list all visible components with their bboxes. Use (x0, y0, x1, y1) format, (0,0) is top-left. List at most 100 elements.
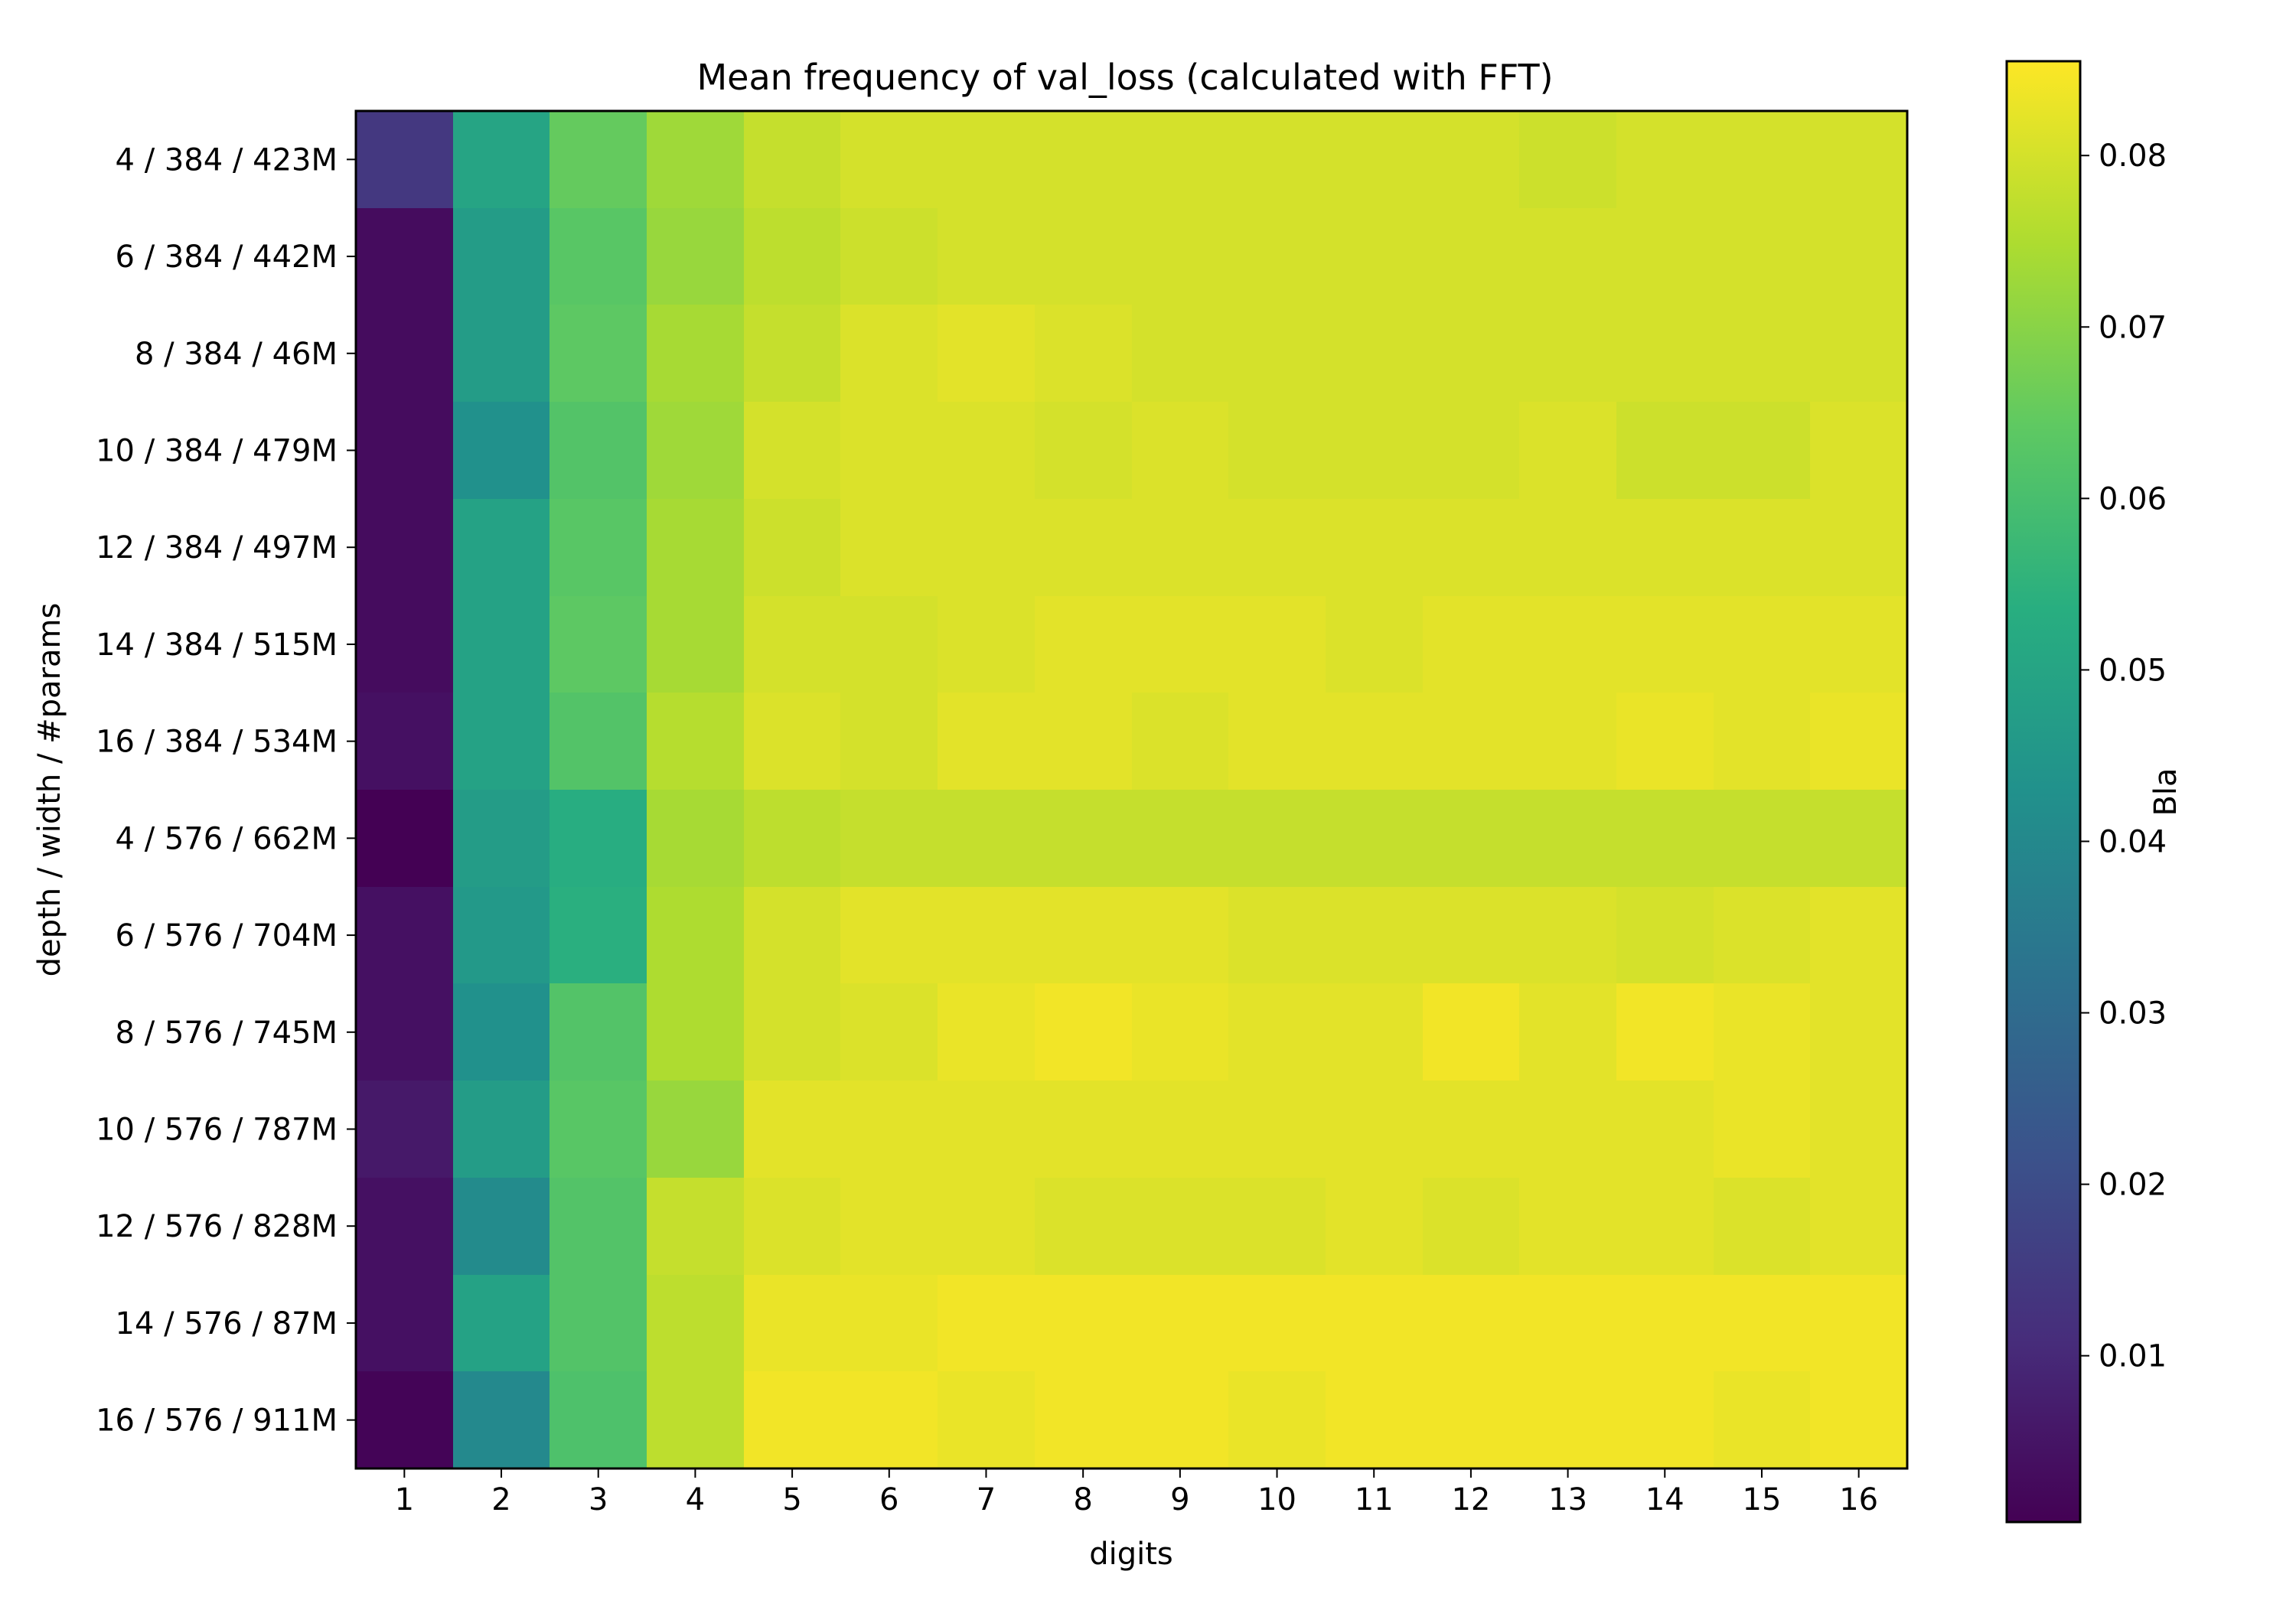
heatmap-cell (356, 1081, 454, 1178)
heatmap-cell (1035, 983, 1133, 1081)
x-tick-label: 3 (589, 1482, 608, 1517)
colorbar-tick-label: 0.08 (2099, 139, 2167, 174)
x-tick-label: 6 (879, 1482, 899, 1517)
heatmap-cell (356, 887, 454, 984)
heatmap-cell (356, 208, 454, 305)
heatmap-cell (744, 402, 841, 500)
heatmap-cell (744, 790, 841, 888)
heatmap-cell (840, 208, 938, 305)
colorbar (2007, 61, 2080, 1522)
heatmap-cell (1035, 596, 1133, 693)
heatmap-cell (1423, 402, 1520, 500)
heatmap-cell (1810, 499, 1908, 597)
heatmap-cell (1228, 402, 1326, 500)
colorbar-tick-label: 0.07 (2099, 310, 2167, 345)
heatmap-cell (647, 887, 745, 984)
heatmap-cell (1326, 1178, 1424, 1276)
heatmap-cell (938, 983, 1035, 1081)
heatmap-cell (453, 693, 550, 790)
heatmap-cell (1519, 693, 1617, 790)
heatmap-cell (1326, 305, 1424, 403)
heatmap-cell (744, 1371, 841, 1469)
heatmap-cell (356, 1178, 454, 1276)
heatmap-cell (1616, 402, 1714, 500)
heatmap-cell (1519, 1178, 1617, 1276)
heatmap-cell (1616, 887, 1714, 984)
heatmap-cell (1423, 887, 1520, 984)
heatmap-cell (550, 790, 647, 888)
heatmap-cell (938, 208, 1035, 305)
heatmap-cell (1035, 693, 1133, 790)
x-tick-label: 2 (491, 1482, 510, 1517)
heatmap-cell (647, 402, 745, 500)
y-tick-label: 16 / 576 / 911M (96, 1403, 338, 1439)
heatmap-cell (840, 1081, 938, 1178)
heatmap-cell (1810, 1275, 1908, 1372)
heatmap-cell (550, 887, 647, 984)
heatmap-cell (647, 693, 745, 790)
heatmap-cell (1326, 111, 1424, 209)
heatmap-cell (1228, 305, 1326, 403)
heatmap-cell (938, 1178, 1035, 1276)
heatmap-cell (647, 499, 745, 597)
heatmap-cell (1519, 887, 1617, 984)
heatmap-cell (1035, 305, 1133, 403)
heatmap-cell (1326, 596, 1424, 693)
heatmap-cell (1423, 1275, 1520, 1372)
x-tick-label: 10 (1257, 1482, 1296, 1517)
heatmap-cell (647, 1275, 745, 1372)
heatmap-cell (647, 305, 745, 403)
heatmap-cell (1423, 208, 1520, 305)
heatmap-cell (1228, 887, 1326, 984)
heatmap-cell (938, 790, 1035, 888)
colorbar-tick-label: 0.02 (2099, 1168, 2167, 1203)
heatmap-cell (1228, 790, 1326, 888)
x-tick-label: 8 (1073, 1482, 1092, 1517)
heatmap-cell (744, 887, 841, 984)
heatmap-cell (1423, 305, 1520, 403)
heatmap-cell (453, 305, 550, 403)
heatmap-cell (1132, 1178, 1229, 1276)
heatmap-cell (1616, 1081, 1714, 1178)
heatmap-cell (1035, 499, 1133, 597)
heatmap-cell (1035, 790, 1133, 888)
colorbar-tick-label: 0.05 (2099, 653, 2167, 688)
heatmap-cell (1035, 1081, 1133, 1178)
heatmap-cell (1810, 402, 1908, 500)
heatmap-cell (938, 1081, 1035, 1178)
heatmap-cell (1810, 1178, 1908, 1276)
heatmap-cell (1519, 1371, 1617, 1469)
y-tick-label: 10 / 384 / 479M (96, 434, 338, 469)
heatmap-cells (356, 111, 1908, 1469)
x-tick-label: 14 (1645, 1482, 1684, 1517)
heatmap-cell (1326, 790, 1424, 888)
heatmap-cell (1810, 111, 1908, 209)
heatmap-cell (1228, 499, 1326, 597)
heatmap-cell (1714, 208, 1811, 305)
heatmap-cell (550, 499, 647, 597)
heatmap-cell (1714, 305, 1811, 403)
heatmap-cell (1035, 1178, 1133, 1276)
heatmap-cell (1228, 1178, 1326, 1276)
heatmap-cell (453, 887, 550, 984)
heatmap-cell (938, 1275, 1035, 1372)
heatmap-cell (356, 693, 454, 790)
x-tick-label: 16 (1839, 1482, 1878, 1517)
heatmap-cell (840, 305, 938, 403)
heatmap-cell (1519, 402, 1617, 500)
heatmap-cell (1228, 983, 1326, 1081)
heatmap-cell (1228, 693, 1326, 790)
heatmap-cell (1132, 983, 1229, 1081)
heatmap-cell (647, 208, 745, 305)
heatmap-cell (1326, 983, 1424, 1081)
heatmap-cell (840, 790, 938, 888)
heatmap-cell (1714, 1275, 1811, 1372)
heatmap-cell (1519, 499, 1617, 597)
y-axis-ticks: 4 / 384 / 423M 6 / 384 / 442M 8 / 384 / 46… (96, 142, 356, 1439)
heatmap-cell (356, 111, 454, 209)
heatmap-cell (1616, 208, 1714, 305)
x-tick-label: 1 (395, 1482, 414, 1517)
heatmap-cell (1423, 693, 1520, 790)
heatmap-cell (1616, 693, 1714, 790)
